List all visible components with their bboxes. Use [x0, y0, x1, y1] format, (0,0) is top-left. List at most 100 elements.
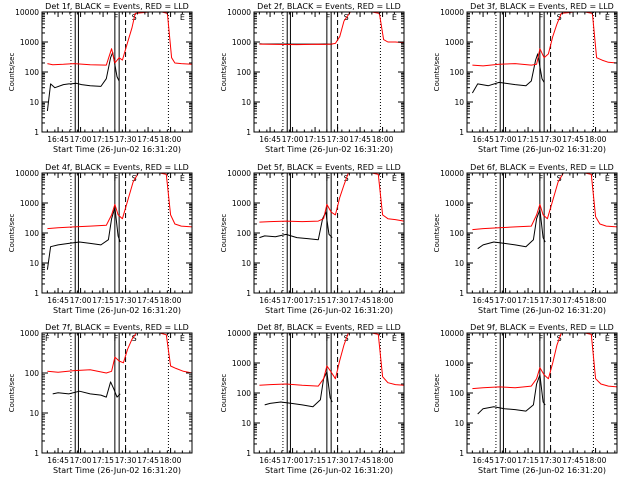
marker-label: E: [392, 13, 397, 22]
x-axis-label: Start Time (26-Jun-02 16:31:20): [265, 145, 393, 154]
panel-title: Det 1f, BLACK = Events, RED = LLD: [45, 2, 189, 11]
series-lld-line: [259, 172, 405, 223]
y-tick-label: 1000: [445, 199, 464, 208]
y-tick-label: 10000: [227, 8, 251, 17]
x-tick-label: 17:00: [495, 135, 517, 144]
y-tick-label: 100: [25, 369, 40, 378]
x-tick-label: 18:00: [585, 456, 607, 465]
x-tick-label: 17:15: [92, 456, 114, 465]
panel-title: Det 7f, BLACK = Events, RED = LLD: [45, 323, 189, 332]
y-axis-label: Counts/sec: [220, 214, 228, 253]
series-lld-line: [472, 11, 618, 67]
y-tick-label: 10000: [15, 8, 39, 17]
y-tick-label: 1000: [20, 38, 39, 47]
panel-title: Det 5f, BLACK = Events, RED = LLD: [257, 163, 401, 172]
x-tick-label: 17:45: [137, 456, 159, 465]
x-tick-label: 17:15: [304, 296, 326, 305]
y-tick-label: 10000: [440, 8, 464, 17]
marker-label: S: [557, 174, 562, 183]
y-tick-label: 10000: [440, 329, 464, 338]
y-tick-label: 10: [29, 98, 39, 107]
marker-label: E: [392, 174, 397, 183]
y-tick-label: 1: [246, 449, 251, 458]
series-events-line: [264, 371, 333, 408]
marker-label: E: [605, 13, 610, 22]
x-axis-label: Start Time (26-Jun-02 16:31:20): [53, 306, 181, 315]
y-tick-label: 1: [246, 128, 251, 137]
y-axis-label: Counts/sec: [8, 214, 16, 253]
x-tick-label: 16:45: [472, 135, 494, 144]
x-tick-label: 17:30: [540, 296, 562, 305]
x-tick-label: 17:00: [70, 296, 92, 305]
panel-title: Det 9f, BLACK = Events, RED = LLD: [470, 323, 614, 332]
x-axis-label: Start Time (26-Jun-02 16:31:20): [53, 145, 181, 154]
series-lld-line: [472, 172, 618, 231]
y-tick-label: 1000: [20, 329, 39, 338]
y-tick-label: 10: [454, 259, 464, 268]
x-tick-label: 17:30: [327, 456, 349, 465]
x-tick-label: 17:15: [517, 135, 539, 144]
marker-label: F: [326, 334, 331, 343]
x-tick-label: 18:00: [160, 135, 182, 144]
x-tick-label: 17:30: [327, 135, 349, 144]
y-axis-label: Counts/sec: [433, 374, 441, 413]
x-tick-label: 18:00: [372, 135, 394, 144]
x-tick-label: 17:00: [495, 296, 517, 305]
y-axis-label: Counts/sec: [433, 214, 441, 253]
x-tick-label: 17:30: [327, 296, 349, 305]
y-tick-label: 100: [25, 68, 40, 77]
y-tick-label: 10: [454, 419, 464, 428]
x-tick-label: 17:00: [70, 135, 92, 144]
x-axis-label: Start Time (26-Jun-02 16:31:20): [478, 466, 606, 475]
series-events-line: [52, 381, 121, 398]
marker-label: F: [539, 334, 544, 343]
series-lld-line: [472, 332, 618, 390]
y-tick-label: 10000: [227, 169, 251, 178]
x-tick-label: 18:00: [160, 296, 182, 305]
y-tick-label: 1000: [232, 199, 251, 208]
marker-label: E: [180, 174, 185, 183]
y-axis-label: Counts/sec: [220, 53, 228, 92]
series-events-line: [46, 207, 121, 270]
marker-label: E: [605, 174, 610, 183]
y-tick-label: 1: [459, 128, 464, 137]
y-tick-label: 100: [450, 229, 465, 238]
panel-title: Det 3f, BLACK = Events, RED = LLD: [470, 2, 614, 11]
y-tick-label: 10: [241, 98, 251, 107]
series-lld-line: [47, 332, 193, 374]
x-tick-label: 18:00: [160, 456, 182, 465]
series-events-line: [259, 211, 333, 241]
series-events-line: [471, 53, 545, 94]
x-tick-label: 18:00: [585, 296, 607, 305]
x-tick-label: 17:15: [304, 135, 326, 144]
x-tick-label: 17:30: [115, 135, 137, 144]
marker-label: F: [114, 334, 119, 343]
marker-label: F: [45, 334, 50, 343]
y-tick-label: 100: [450, 389, 465, 398]
marker-label: E: [180, 13, 185, 22]
panel-title: Det 8f, BLACK = Events, RED = LLD: [257, 323, 401, 332]
x-tick-label: 17:00: [70, 456, 92, 465]
y-tick-label: 1000: [20, 199, 39, 208]
x-axis-label: Start Time (26-Jun-02 16:31:20): [478, 306, 606, 315]
x-tick-label: 17:30: [115, 456, 137, 465]
x-tick-label: 17:15: [304, 456, 326, 465]
y-tick-label: 1: [246, 289, 251, 298]
y-tick-label: 10: [454, 98, 464, 107]
y-tick-label: 100: [237, 68, 252, 77]
x-tick-label: 17:30: [540, 456, 562, 465]
marker-label: F: [539, 174, 544, 183]
y-tick-label: 1: [459, 289, 464, 298]
y-tick-label: 1000: [445, 38, 464, 47]
x-tick-label: 17:15: [517, 296, 539, 305]
x-tick-label: 17:45: [349, 456, 371, 465]
x-tick-label: 16:45: [47, 135, 69, 144]
series-lld-line: [47, 11, 193, 66]
y-tick-label: 1: [34, 128, 39, 137]
series-lld-line: [259, 332, 405, 387]
x-tick-label: 18:00: [585, 135, 607, 144]
